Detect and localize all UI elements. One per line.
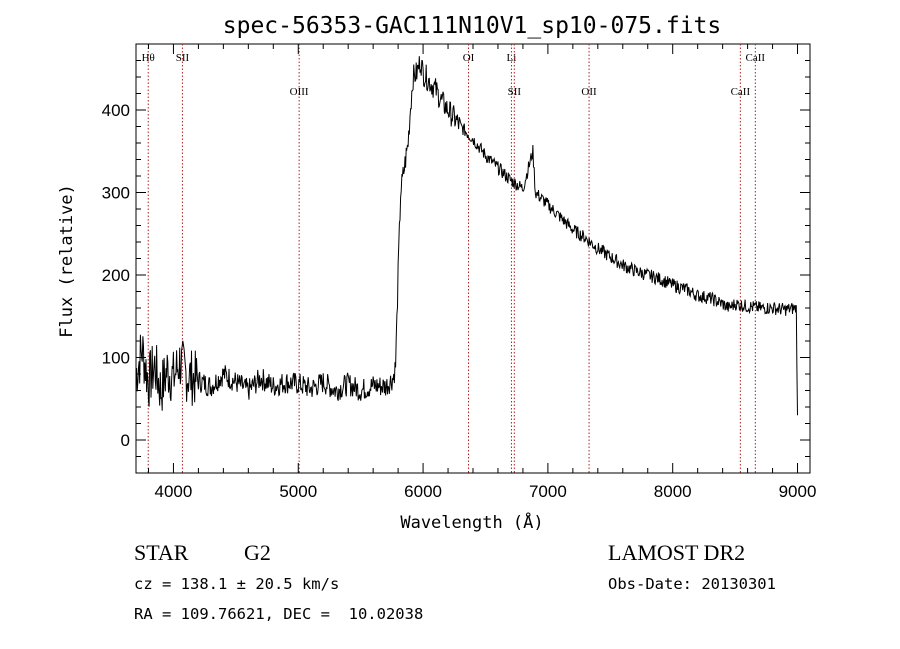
- object-subclass: G2: [244, 540, 271, 565]
- y-tick-label: 100: [102, 349, 130, 368]
- line-marker-label-6: OII: [581, 86, 597, 98]
- series-layer: [135, 56, 798, 416]
- x-tick-label: 4000: [155, 482, 193, 501]
- line-marker-label-1: SII: [176, 52, 190, 64]
- x-tick-label: 6000: [404, 482, 442, 501]
- x-axis-label: Wavelength (Å): [400, 511, 543, 533]
- observation-date: Obs-Date: 20130301: [608, 575, 776, 593]
- x-tick-label: 8000: [654, 482, 692, 501]
- x-tick-label: 5000: [279, 482, 317, 501]
- line-marker-label-0: Hθ: [142, 52, 155, 64]
- line-marker-label-5: SII: [508, 86, 522, 98]
- x-tick-label: 7000: [529, 482, 567, 501]
- y-tick-label: 400: [102, 101, 130, 120]
- line-marker-label-7: CaII: [731, 86, 751, 98]
- y-tick-label: 300: [102, 184, 130, 203]
- y-axis-label: Flux (relative): [57, 184, 77, 338]
- y-tick-label: 200: [102, 266, 130, 285]
- coordinates: RA = 109.76621, DEC = 10.02038: [134, 605, 424, 623]
- spectrum-line: [135, 56, 798, 416]
- redshift-velocity: cz = 138.1 ± 20.5 km/s: [134, 575, 340, 593]
- x-tick-label: 9000: [779, 482, 817, 501]
- y-tick-label: 0: [121, 431, 130, 450]
- line-marker-label-3: OI: [463, 52, 475, 64]
- line-marker-label-2: OIII: [290, 86, 309, 98]
- plot-frame: [135, 43, 811, 474]
- object-class: STAR: [134, 540, 189, 565]
- line-marker-label-8: CaII: [746, 52, 766, 64]
- line-marker-label-4: Li: [507, 52, 517, 64]
- survey-name: LAMOST DR2: [608, 540, 746, 565]
- axis-ticks: 4000 5000 6000 7000 8000 9000 0 100 200 300 400: [102, 44, 817, 501]
- chart-title: spec-56353-GAC111N10V1_sp10-075.fits: [223, 13, 722, 39]
